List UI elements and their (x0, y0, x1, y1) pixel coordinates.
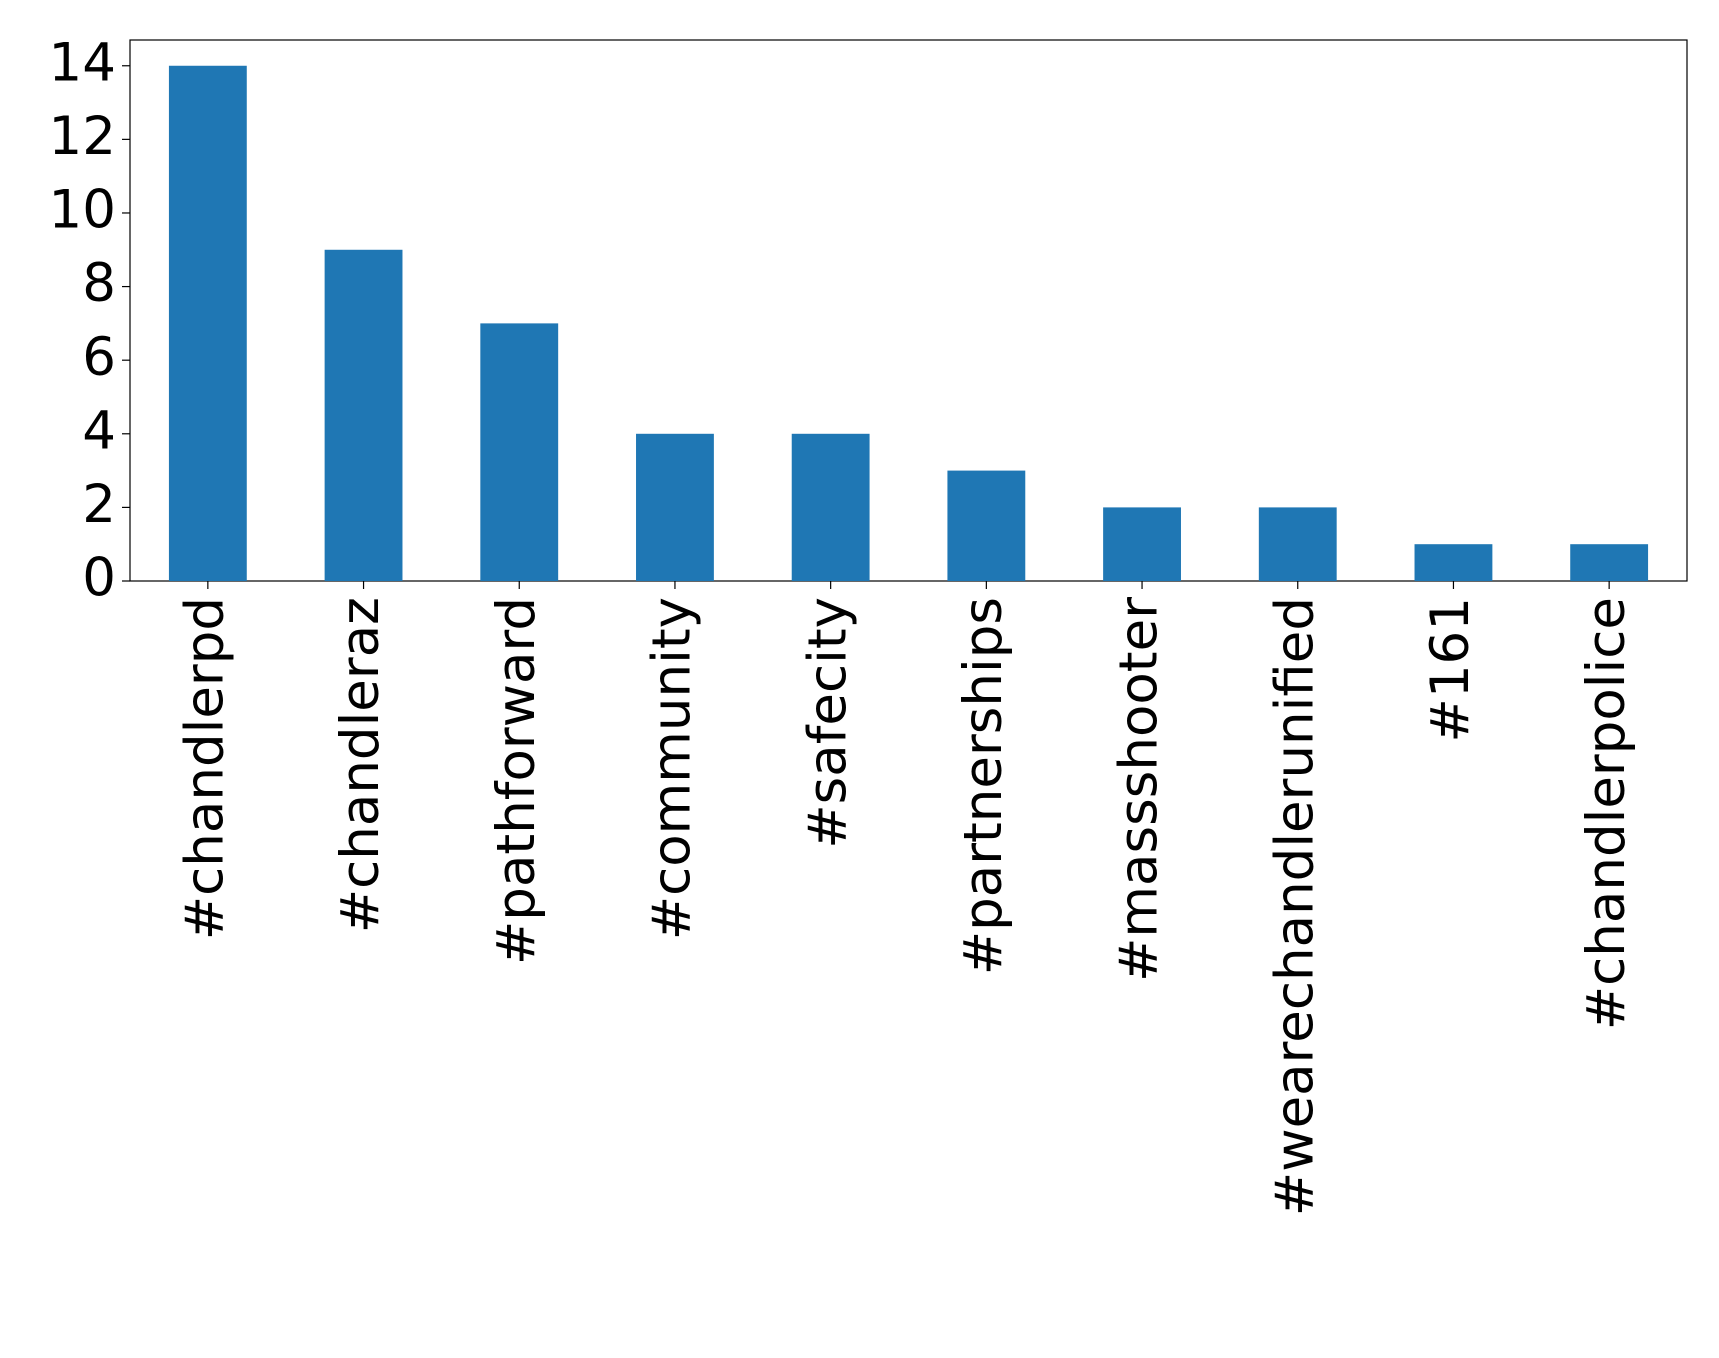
bar (168, 65, 247, 581)
x-tick-label: #pathforward (486, 597, 547, 965)
bar (1258, 507, 1337, 581)
x-tick-label: #chandleraz (330, 597, 391, 933)
bar (791, 433, 870, 581)
y-tick-label: 14 (49, 32, 116, 93)
x-tick-label: #safecity (797, 597, 858, 849)
bar (1414, 544, 1493, 581)
y-tick-label: 8 (82, 253, 116, 314)
y-tick-label: 12 (49, 106, 116, 167)
y-tick-label: 2 (82, 474, 116, 535)
x-tick-label: #partnerships (953, 597, 1014, 975)
bar (480, 323, 559, 581)
y-tick-label: 0 (82, 548, 116, 609)
x-tick-label: #wearechandlerunified (1264, 597, 1325, 1216)
y-tick-label: 6 (82, 327, 116, 388)
axes-frame (129, 39, 1688, 582)
bar (1103, 507, 1181, 581)
bar (324, 249, 403, 581)
bar (947, 470, 1026, 581)
bar (636, 433, 714, 581)
x-tick-label: #chandlerpolice (1576, 597, 1637, 1030)
x-tick-label: #community (642, 597, 703, 940)
x-tick-label: #161 (1420, 597, 1481, 743)
x-tick-label: #massshooter (1109, 597, 1170, 982)
y-tick-label: 10 (49, 180, 116, 241)
bar (1570, 544, 1649, 581)
y-tick-label: 4 (82, 400, 116, 461)
x-tick-label: #chandlerpd (174, 597, 235, 940)
